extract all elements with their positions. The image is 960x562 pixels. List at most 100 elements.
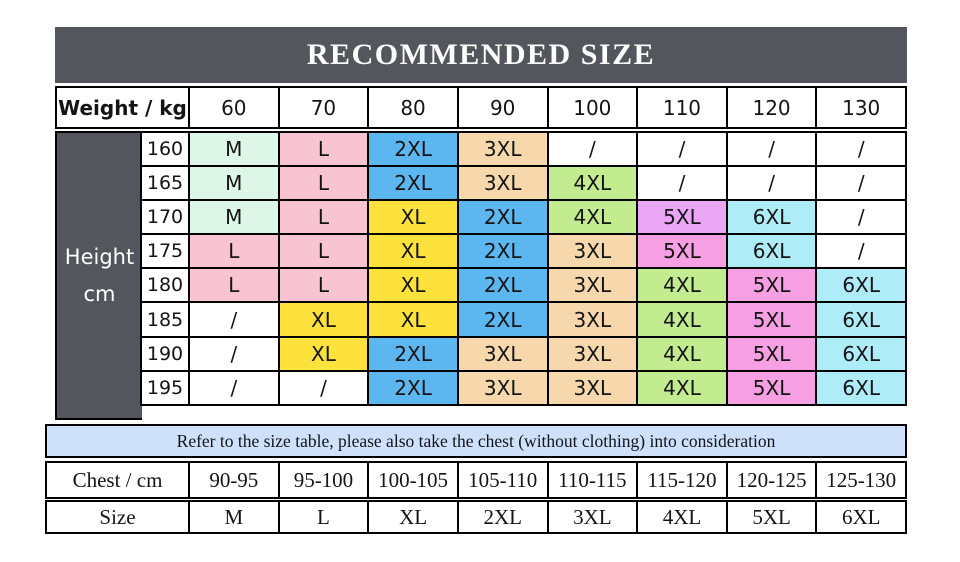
size-cell: M — [188, 199, 280, 236]
height-axis: Height cm — [55, 131, 142, 420]
size-grid-table: 160 M L 2XL 3XL / / //165 M L 2XL 3XL 4XL / //170 M L XL 2… — [140, 130, 907, 406]
size-cell: / — [815, 165, 907, 202]
height-axis-line2: cm — [83, 281, 116, 306]
size-cell: 2XL — [367, 369, 459, 406]
size-grid-row: 160 M L 2XL 3XL / / / / — [140, 130, 907, 168]
size-cell: 2XL — [456, 233, 549, 270]
size-cell: 6XL — [815, 369, 907, 406]
size-cell: 6XL — [815, 301, 907, 338]
size-cell: 4XL — [546, 165, 639, 202]
size-value-cell: XL — [367, 500, 459, 534]
size-cell: 3XL — [456, 335, 549, 372]
chest-range-cell: 95-100 — [277, 461, 370, 499]
size-cell: M — [188, 165, 280, 202]
height-value-cell: 185 — [140, 301, 190, 338]
size-cell: 6XL — [725, 199, 818, 236]
size-cell: / — [636, 165, 728, 202]
size-cell: / — [188, 369, 280, 406]
size-cell: 6XL — [725, 233, 818, 270]
size-cell: 2XL — [367, 165, 459, 202]
weight-value-cell: 110 — [636, 86, 728, 129]
weight-value-cell: 90 — [456, 86, 549, 129]
size-cell: 2XL — [367, 335, 459, 372]
size-cell: 4XL — [636, 335, 728, 372]
weight-value-cell: 70 — [277, 86, 370, 129]
size-cell: / — [725, 165, 818, 202]
size-label: Size — [45, 500, 190, 534]
size-cell: L — [277, 130, 370, 168]
chest-range-cell: 115-120 — [636, 461, 728, 499]
weight-header-table: Weight / kg 60 70 80 90 100 110 120 130 — [55, 86, 907, 129]
chest-body: Chest / cm 90-95 95-100 100-105 105-110 110-… — [45, 461, 907, 499]
size-cell: / — [546, 130, 639, 168]
size-grid-row: 185/XL XL 2XL 3XL 4XL 5XL 6XL — [140, 301, 907, 338]
size-cell: XL — [367, 233, 459, 270]
size-cell: / — [636, 130, 728, 168]
chart-title: RECOMMENDED SIZE — [55, 27, 907, 83]
size-grid-row: 190/XL 2XL 3XL 3XL 4XL 5XL 6XL — [140, 335, 907, 372]
weight-value-cell: 120 — [725, 86, 818, 129]
size-cell: 5XL — [636, 199, 728, 236]
weight-value-cell: 60 — [188, 86, 280, 129]
size-row: Size M L XL 2XL 3XL 4XL 5XL 6XL — [45, 500, 907, 534]
size-cell: L — [277, 267, 370, 304]
size-cell: 3XL — [456, 369, 549, 406]
chest-table: Chest / cm 90-95 95-100 100-105 105-110 110-… — [45, 461, 907, 499]
size-grid-row: 170 M L XL 2XL 4XL 5XL 6XL / — [140, 199, 907, 236]
size-cell: 3XL — [456, 165, 549, 202]
height-value-cell: 165 — [140, 165, 190, 202]
weight-value-cell: 130 — [815, 86, 907, 129]
size-cell: 3XL — [546, 335, 639, 372]
size-value-cell: 5XL — [725, 500, 818, 534]
size-cell: / — [188, 335, 280, 372]
size-cell: XL — [367, 267, 459, 304]
size-cell: / — [725, 130, 818, 168]
chest-row: Chest / cm 90-95 95-100 100-105 105-110 110-… — [45, 461, 907, 499]
size-cell: L — [277, 165, 370, 202]
size-cell: L — [188, 267, 280, 304]
size-cell: / — [815, 130, 907, 168]
weight-unit-label: Weight / kg — [55, 86, 190, 129]
size-cell: 5XL — [725, 369, 818, 406]
chest-label: Chest / cm — [45, 461, 190, 499]
size-cell: 3XL — [456, 130, 549, 168]
chest-range-cell: 100-105 — [367, 461, 459, 499]
size-value-cell: 4XL — [636, 500, 728, 534]
size-cell: 3XL — [546, 233, 639, 270]
size-grid-row: 175 L L XL 2XL 3XL 5XL 6XL / — [140, 233, 907, 270]
size-value-cell: 3XL — [546, 500, 639, 534]
height-value-cell: 195 — [140, 369, 190, 406]
height-value-cell: 175 — [140, 233, 190, 270]
size-grid-row: 180 L L XL 2XL 3XL 4XL 5XL 6XL — [140, 267, 907, 304]
size-table: Size M L XL 2XL 3XL 4XL 5XL 6XL — [45, 500, 907, 534]
size-grid-row: 195//2XL 3XL 3XL 4XL 5XL 6XL — [140, 369, 907, 406]
size-cell: 5XL — [636, 233, 728, 270]
size-cell: 3XL — [546, 267, 639, 304]
size-cell: 5XL — [725, 267, 818, 304]
size-cell: L — [277, 233, 370, 270]
chest-range-cell: 105-110 — [456, 461, 549, 499]
size-cell: 2XL — [456, 301, 549, 338]
chest-range-cell: 120-125 — [725, 461, 818, 499]
size-cell: L — [188, 233, 280, 270]
note-banner: Refer to the size table, please also tak… — [45, 424, 907, 458]
size-cell: XL — [367, 301, 459, 338]
size-cell: 2XL — [456, 199, 549, 236]
size-cell: 6XL — [815, 335, 907, 372]
height-value-cell: 180 — [140, 267, 190, 304]
size-value-cell: L — [277, 500, 370, 534]
height-axis-line1: Height — [64, 244, 135, 269]
size-cell: / — [188, 301, 280, 338]
weight-value-cell: 80 — [367, 86, 459, 129]
height-value-cell: 170 — [140, 199, 190, 236]
size-cell: 4XL — [636, 301, 728, 338]
size-body: Size M L XL 2XL 3XL 4XL 5XL 6XL — [45, 500, 907, 534]
weight-value-cell: 100 — [546, 86, 639, 129]
size-cell: / — [815, 199, 907, 236]
size-cell: 4XL — [546, 199, 639, 236]
chest-range-cell: 90-95 — [188, 461, 280, 499]
size-value-cell: 2XL — [456, 500, 549, 534]
size-grid-row: 165 M L 2XL 3XL 4XL / / / — [140, 165, 907, 202]
size-cell: / — [277, 369, 370, 406]
weight-header-body: Weight / kg 60 70 80 90 100 110 120 130 — [55, 86, 907, 129]
